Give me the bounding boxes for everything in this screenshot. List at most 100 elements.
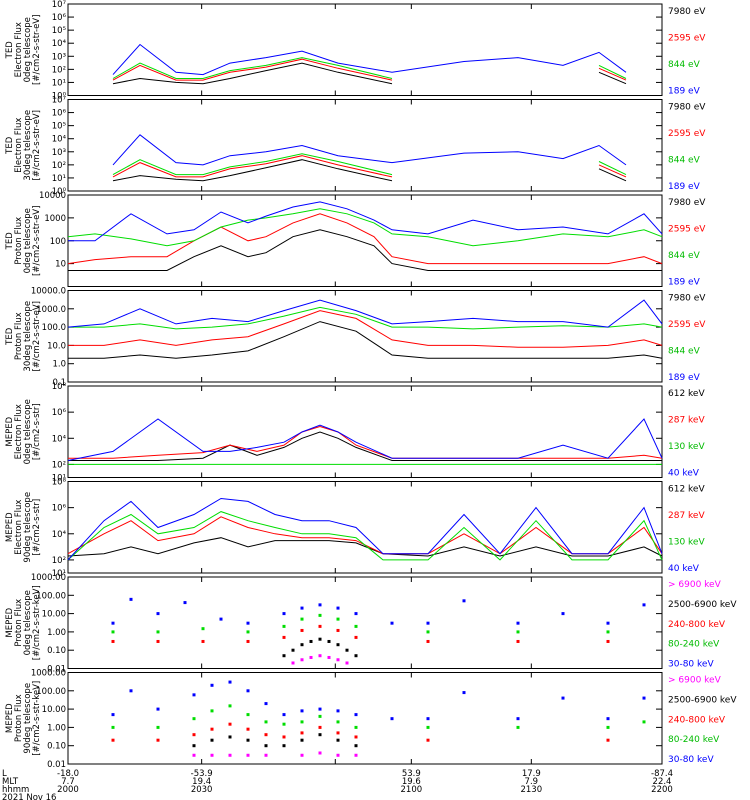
data-point: [156, 707, 160, 711]
data-point: [516, 717, 520, 721]
data-point: [354, 735, 358, 739]
series-line: [67, 497, 663, 561]
y-axis-label: Electron Flux: [14, 118, 24, 173]
y-tick-label: 10²: [52, 460, 66, 470]
x-axis-row-label: MLT: [2, 777, 19, 787]
x-axis-row-label: hhmm: [2, 785, 29, 795]
panel-frame: [67, 481, 663, 574]
panel-7: 0.01 0.10 1.00 10.00 100.00 1000.00 MEPED Proto…: [5, 573, 737, 675]
legend-entry: 240-800 keV: [668, 620, 726, 630]
series-844-ev: [67, 208, 663, 247]
y-tick-label: 10⁶: [52, 13, 67, 23]
y-axis-label: TED: [5, 136, 15, 155]
data-point: [318, 624, 322, 628]
series-line: [112, 159, 627, 182]
data-point: [318, 725, 322, 729]
y-axis-label: MEPED: [5, 416, 15, 446]
x-tick-label-mlt: 22.4: [653, 777, 672, 787]
data-point: [336, 738, 340, 742]
y-tick-label: 1000.00: [31, 669, 66, 679]
y-axis-label: [#/cm2-s-str]: [32, 403, 42, 460]
y-tick-label: 10⁴: [52, 434, 67, 444]
series-40-kev: [67, 418, 663, 461]
legend-entry: 40 keV: [668, 469, 700, 479]
data-point: [201, 627, 205, 631]
series-612-kev: [67, 537, 663, 557]
legend-entry: 189 eV: [668, 182, 701, 192]
y-axis-label: [#/cm2-s-str-eV]: [32, 206, 42, 276]
data-point: [318, 733, 322, 737]
data-point: [129, 597, 133, 601]
data-point: [345, 648, 349, 652]
y-tick-label: 10⁴: [52, 39, 67, 49]
y-tick-label: 100.00: [36, 591, 66, 601]
y-axis-label: [#/cm2-s-str-eV]: [32, 301, 42, 371]
data-point: [336, 720, 340, 724]
series-30-80-kev: [111, 680, 646, 721]
y-axis-label: [#/cm2-s-str-keV]: [32, 681, 42, 756]
y-axis-label: [#/cm2-s-str-eV]: [32, 110, 42, 180]
x-tick-label-hhmm: 2100: [401, 785, 423, 795]
series-287-kev: [68, 425, 663, 459]
data-point: [183, 601, 187, 605]
legend-entry: 40 keV: [668, 564, 700, 574]
y-tick-label: 10⁷: [52, 0, 67, 10]
data-point: [354, 612, 358, 616]
data-point: [282, 635, 286, 639]
data-point: [282, 744, 286, 748]
data-point: [300, 617, 304, 621]
series-40-kev: [67, 497, 663, 561]
series-189-ev: [67, 299, 663, 328]
series-line: [68, 431, 662, 461]
data-point: [228, 735, 232, 739]
data-point: [156, 738, 160, 742]
data-point: [300, 731, 304, 735]
y-tick-label: 10000: [39, 191, 66, 201]
data-point: [264, 733, 268, 737]
y-tick-label: 10⁶: [52, 504, 67, 514]
data-point: [606, 630, 610, 634]
series-line: [68, 321, 663, 359]
data-point: [354, 713, 358, 717]
data-point: [318, 637, 322, 641]
data-point: [246, 738, 250, 742]
data-point: [336, 731, 340, 735]
data-point: [354, 753, 358, 757]
data-point: [336, 628, 340, 632]
x-tick-label-hhmm: 2130: [520, 785, 542, 795]
legend-entry: 7980 eV: [668, 7, 706, 17]
y-tick-label: 1.00: [47, 723, 66, 733]
y-axis-label: 0deg telescope: [23, 17, 33, 82]
legend-entry: 30-80 keV: [668, 660, 714, 670]
legend-entry: 189 eV: [668, 373, 701, 383]
data-point: [111, 738, 115, 742]
y-tick-label: 10⁸: [52, 382, 67, 392]
x-tick-label-mlt: 19.4: [192, 777, 211, 787]
y-tick-label: 10⁴: [52, 135, 67, 145]
y-tick-label: 10³: [52, 52, 66, 62]
series-line: [112, 153, 627, 176]
series-line: [67, 418, 663, 461]
series-2595-ev: [68, 310, 663, 348]
y-tick-label: 10⁰: [52, 187, 67, 197]
x-tick-label-hhmm: 2030: [191, 785, 213, 795]
data-point: [264, 753, 268, 757]
data-point: [354, 654, 358, 658]
data-point: [354, 744, 358, 748]
x-tick-label-l: -18.0: [57, 769, 79, 779]
data-point: [300, 643, 304, 647]
data-point: [264, 702, 268, 706]
data-point: [111, 713, 115, 717]
legend-entry: 130 keV: [668, 538, 705, 548]
data-point: [354, 635, 358, 639]
data-point: [426, 717, 430, 721]
data-point: [300, 738, 304, 742]
data-point: [642, 696, 646, 700]
series-189-ev: [112, 134, 627, 166]
series-line: [68, 310, 663, 348]
y-axis-label: 30deg telescope: [23, 301, 33, 372]
panel-frame: [67, 3, 663, 96]
y-tick-label: 10⁴: [52, 530, 67, 540]
legend-entry: 2595 eV: [668, 320, 706, 330]
data-point: [246, 727, 250, 731]
